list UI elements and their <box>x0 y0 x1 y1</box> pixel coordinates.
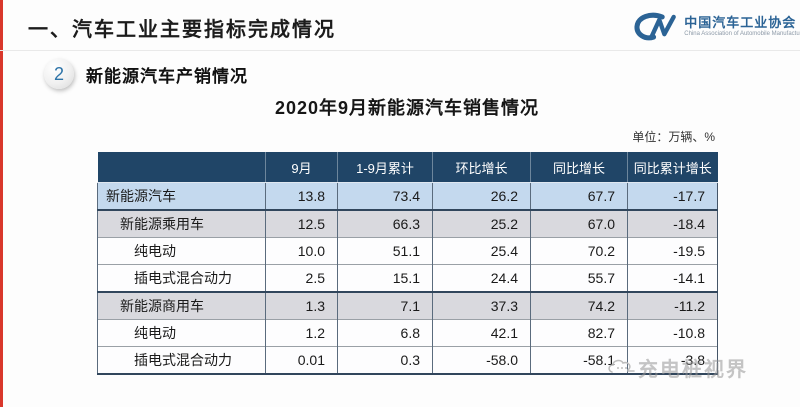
data-cell: 26.2 <box>432 182 531 210</box>
data-cell: -58.0 <box>432 346 531 374</box>
data-cell: 55.7 <box>530 264 628 292</box>
logo-text: 中国汽车工业协会 China Association of Automobile… <box>684 15 800 38</box>
data-cell: 6.8 <box>337 319 433 347</box>
data-cell: -3.8 <box>627 346 718 374</box>
table-row: 纯电动 10.0 51.1 25.4 70.2 -19.5 <box>97 237 718 265</box>
table-row: 新能源商用车 1.3 7.1 37.3 74.2 -11.2 <box>97 292 718 320</box>
row-label: 插电式混合动力 <box>97 264 266 292</box>
data-cell: 66.3 <box>337 210 433 238</box>
left-red-accent <box>0 0 3 407</box>
data-cell: 13.8 <box>265 182 338 210</box>
column-header: 环比增长 <box>432 152 531 183</box>
row-label: 插电式混合动力 <box>97 346 266 374</box>
data-cell: 25.4 <box>432 237 531 265</box>
column-header: 9月 <box>265 152 338 183</box>
table-row: 插电式混合动力 2.5 15.1 24.4 55.7 -14.1 <box>97 264 718 292</box>
data-cell: -17.7 <box>627 182 718 210</box>
nev-sales-table: 9月 1-9月累计 环比增长 同比增长 同比累计增长 新能源汽车 13.8 73.4 26.2… <box>97 152 718 375</box>
data-cell: 51.1 <box>337 237 433 265</box>
unit-note: 单位：万辆、% <box>632 130 715 144</box>
data-cell: 1.2 <box>265 319 338 347</box>
data-cell: 12.5 <box>265 210 338 238</box>
data-cell: 67.0 <box>530 210 628 238</box>
logo-name-cn: 中国汽车工业协会 <box>684 15 797 31</box>
cam-logo: 中国汽车工业协会 China Association of Automobile… <box>632 11 800 43</box>
data-cell: 37.3 <box>432 292 531 320</box>
data-cell: 7.1 <box>337 292 433 320</box>
row-label: 纯电动 <box>97 319 266 347</box>
data-cell: 70.2 <box>530 237 628 265</box>
logo-name-en: China Association of Automobile Manufact… <box>684 31 800 38</box>
column-header: 1-9月累计 <box>337 152 433 183</box>
data-cell: 24.4 <box>432 264 531 292</box>
data-cell: 74.2 <box>530 292 628 320</box>
data-cell: 0.3 <box>337 346 433 374</box>
table-row: 新能源汽车 13.8 73.4 26.2 67.7 -17.7 <box>97 182 718 210</box>
data-cell: 10.0 <box>265 237 338 265</box>
data-cell: -19.5 <box>627 237 718 265</box>
data-cell: -11.2 <box>627 292 718 320</box>
table-header-row: 9月 1-9月累计 环比增长 同比增长 同比累计增长 <box>97 152 718 183</box>
table-row: 纯电动 1.2 6.8 42.1 82.7 -10.8 <box>97 319 718 347</box>
data-cell: 82.7 <box>530 319 628 347</box>
data-cell: 2.5 <box>265 264 338 292</box>
data-cell: -10.8 <box>627 319 718 347</box>
column-header <box>97 152 266 183</box>
page-title: 一、汽车工业主要指标完成情况 <box>28 19 336 41</box>
row-label: 纯电动 <box>97 237 266 265</box>
column-header: 同比累计增长 <box>627 152 718 183</box>
section-title: 新能源汽车产销情况 <box>86 66 248 86</box>
table-row: 新能源乘用车 12.5 66.3 25.2 67.0 -18.4 <box>97 210 718 238</box>
data-cell: 67.7 <box>530 182 628 210</box>
cam-logo-icon <box>634 12 677 41</box>
table-title: 2020年9月新能源汽车销售情况 <box>274 98 540 118</box>
section-heading: 2 新能源汽车产销情况 <box>44 59 248 89</box>
row-label: 新能源汽车 <box>97 182 266 210</box>
data-cell: 42.1 <box>432 319 531 347</box>
header-divider <box>0 50 800 51</box>
data-cell: 25.2 <box>432 210 531 238</box>
data-cell: 0.01 <box>265 346 338 374</box>
row-label: 新能源乘用车 <box>97 210 266 238</box>
section-number-badge: 2 <box>44 59 74 89</box>
data-cell: 1.3 <box>265 292 338 320</box>
row-label: 新能源商用车 <box>97 292 266 320</box>
data-cell: -14.1 <box>627 264 718 292</box>
data-cell: 15.1 <box>337 264 433 292</box>
column-header: 同比增长 <box>530 152 628 183</box>
data-cell: -58.1 <box>530 346 628 374</box>
table-row: 插电式混合动力 0.01 0.3 -58.0 -58.1 -3.8 <box>97 346 718 374</box>
data-cell: 73.4 <box>337 182 433 210</box>
data-cell: -18.4 <box>627 210 718 238</box>
